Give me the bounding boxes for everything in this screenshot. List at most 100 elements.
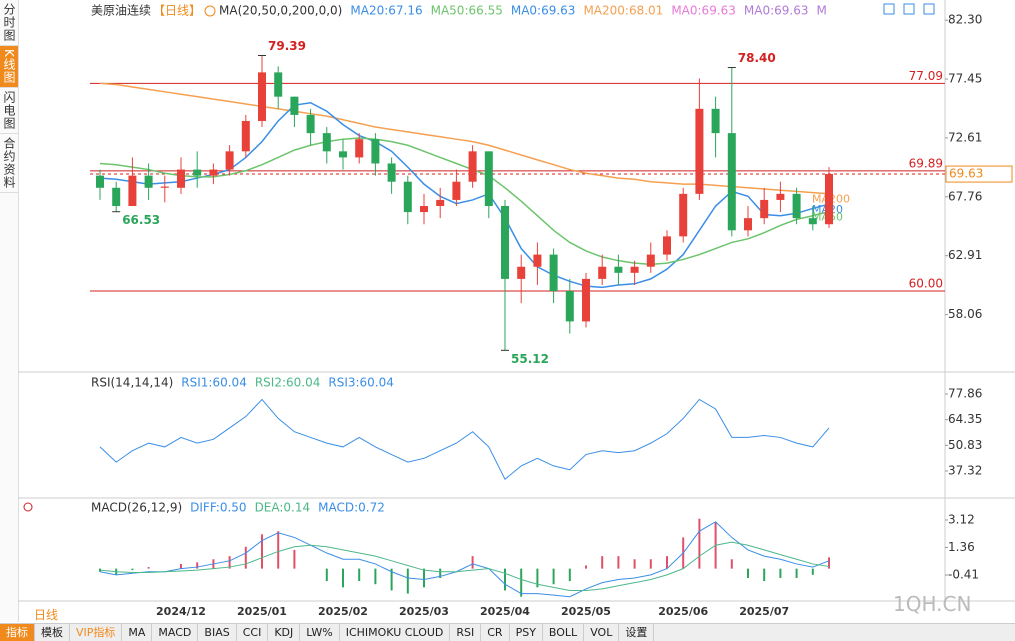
sidebar-tab[interactable]: 分时图 xyxy=(0,0,18,46)
x-tick-label: 2025/07 xyxy=(739,605,789,618)
candle-body xyxy=(452,181,461,200)
legend-item: DEA:0.14 xyxy=(255,501,311,515)
candle-body xyxy=(695,108,704,194)
candle-body xyxy=(533,254,542,267)
chart-title: 美原油连续 xyxy=(91,3,151,18)
toolbar-item[interactable]: MA xyxy=(122,624,153,641)
macd-plot xyxy=(99,518,830,598)
candle-body xyxy=(274,72,283,97)
y-tick-label: 64.35 xyxy=(948,412,982,426)
ma-line xyxy=(99,137,830,266)
candle-body xyxy=(403,181,412,213)
candle-body xyxy=(501,206,509,279)
x-tick-label: 2024/12 xyxy=(156,605,206,618)
candle-body xyxy=(614,266,623,273)
candle-body xyxy=(128,175,137,207)
x-tick-label: 2025/01 xyxy=(237,605,287,618)
toolbar-item[interactable]: RSI xyxy=(450,624,482,641)
candle-body xyxy=(258,72,266,121)
toolbar-item[interactable]: 设置 xyxy=(619,624,655,641)
watermark: 1QH.CN xyxy=(893,592,972,616)
toolbar-item[interactable]: 指标 xyxy=(0,624,35,641)
sidebar-tab[interactable]: K线图 xyxy=(0,46,18,88)
candle-body xyxy=(549,254,558,292)
dea-line xyxy=(99,541,830,591)
candle-body xyxy=(322,133,331,152)
collapse-icon[interactable] xyxy=(204,5,216,17)
candle-body xyxy=(290,96,299,115)
candle-body xyxy=(776,193,785,200)
price-line-label: 77.09 xyxy=(909,69,943,83)
candle-body xyxy=(420,206,428,213)
candle-body xyxy=(663,236,671,255)
candle-body xyxy=(792,193,801,219)
y-tick-label: 77.86 xyxy=(948,387,982,401)
toolbar-icons[interactable] xyxy=(883,3,935,15)
toolbar-item[interactable]: MACD xyxy=(152,624,199,641)
toolbar-item[interactable]: CR xyxy=(481,624,510,641)
toolbar: 指标 模板 VIP指标 MA MACD BIAS CCI KDJ LW% ICHIMOKU CLO… xyxy=(0,623,1015,641)
price-line-label: 69.89 xyxy=(909,156,943,170)
toolbar-item[interactable]: BIAS xyxy=(198,624,237,641)
settings-icon[interactable] xyxy=(23,502,33,512)
diff-line xyxy=(99,521,830,598)
candle-body xyxy=(825,174,833,225)
legend-item: MA0:69.63 xyxy=(744,4,809,18)
candle-body xyxy=(744,218,752,231)
candle-body xyxy=(96,175,104,188)
x-tick-label: 2025/06 xyxy=(658,605,708,618)
candle-body xyxy=(760,199,769,219)
toolbar-item[interactable]: ICHIMOKU CLOUD xyxy=(340,624,451,641)
toolbar-item[interactable]: BOLL xyxy=(543,624,585,641)
toolbar-item[interactable]: 模板 xyxy=(35,624,70,641)
ma-line xyxy=(99,82,830,195)
extreme-label: 55.12 xyxy=(511,352,549,366)
toolbar-item[interactable]: KDJ xyxy=(268,624,301,641)
candle-body xyxy=(144,175,153,188)
toolbar-item[interactable]: PSY xyxy=(510,624,543,641)
candle-body xyxy=(484,151,493,207)
candle-body xyxy=(339,151,347,158)
last-price-label: 69.63 xyxy=(949,167,983,181)
candle-body xyxy=(517,266,526,279)
y-tick-label: 67.76 xyxy=(948,189,982,203)
y-tick-label: -0.41 xyxy=(948,568,979,582)
candle-body xyxy=(160,186,169,188)
sidebar-tab[interactable]: 合约资料 xyxy=(0,134,18,193)
candle-body xyxy=(177,169,185,188)
extreme-label: 78.40 xyxy=(738,51,776,65)
legend-item: DIFF:0.50 xyxy=(190,501,246,515)
toolbar-item[interactable]: VIP指标 xyxy=(70,624,123,641)
last-price-box xyxy=(945,165,1013,183)
legend-item: MA20:67.16 xyxy=(350,4,422,18)
period-label: 【日线】 xyxy=(153,4,201,18)
toolbar-item[interactable]: LW% xyxy=(300,624,340,641)
candle-body xyxy=(225,151,234,170)
candle-body xyxy=(436,199,445,207)
candle-body xyxy=(808,218,817,225)
candle-body xyxy=(112,187,121,207)
x-tick-label: 2025/04 xyxy=(480,605,530,618)
legend-item: RSI2:60.04 xyxy=(255,376,321,390)
y-tick-label: 77.45 xyxy=(948,72,982,86)
sidebar-tab[interactable]: 闪电图 xyxy=(0,88,18,134)
y-tick-label: 58.06 xyxy=(948,307,982,321)
x-tick-label: 2025/03 xyxy=(399,605,449,618)
y-tick-label: 3.12 xyxy=(948,512,975,526)
candle-body xyxy=(727,133,736,231)
extreme-label: 79.39 xyxy=(268,39,306,53)
candle-body xyxy=(582,278,590,322)
legend-item: MA200:68.01 xyxy=(583,4,663,18)
candle-body xyxy=(468,151,477,182)
legend-item: MA0:69.63 xyxy=(511,4,576,18)
candle-body xyxy=(209,169,218,176)
y-tick-label: 1.36 xyxy=(948,540,975,554)
toolbar-item[interactable]: VOL xyxy=(584,624,620,641)
x-tick-label: 2025/05 xyxy=(561,605,611,618)
panel-title: MACD(26,12,9) xyxy=(91,501,182,515)
legend-item: MA50:66.55 xyxy=(431,4,503,18)
legend-item: M xyxy=(817,4,827,18)
toolbar-item[interactable]: CCI xyxy=(237,624,269,641)
